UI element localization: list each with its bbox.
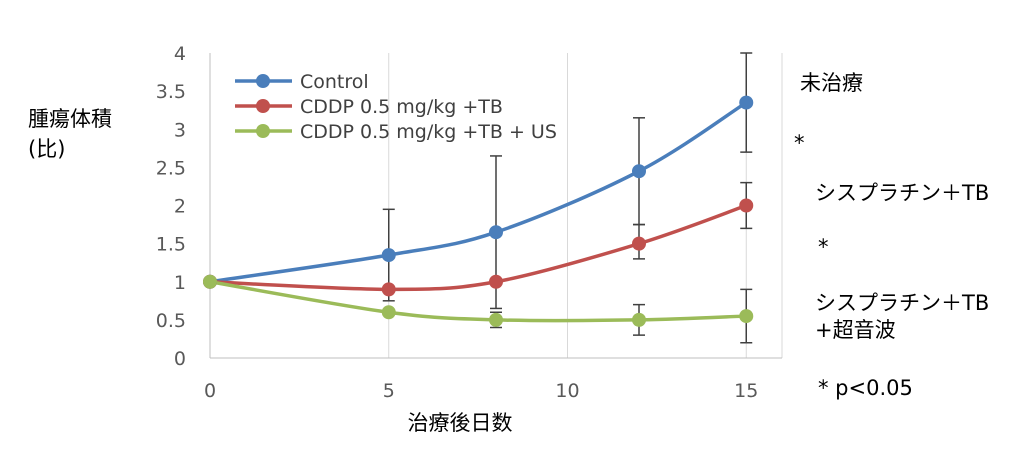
legend-entry: CDDP 0.5 mg/kg +TB + US (300, 121, 557, 143)
y-tick-label: 2 (174, 196, 186, 218)
annotation-significance-1: * (794, 131, 805, 155)
y-tick-label: 4 (174, 43, 186, 65)
annotation-untreated: 未治療 (800, 71, 863, 95)
x-tick-label: 5 (383, 380, 395, 402)
data-point (632, 164, 646, 179)
data-point (381, 248, 396, 263)
annotation-cisplatin-tb: シスプラチン＋TB (815, 181, 990, 205)
y-tick-label: 1 (174, 272, 186, 294)
legend-swatch-marker (256, 74, 270, 88)
axes (209, 53, 782, 359)
data-point (632, 236, 646, 251)
tick-labels: 0 0.5 1 1.5 2 2.5 3 3.5 4 0 5 10 15 (156, 43, 759, 402)
legend-entry: Control (300, 71, 369, 93)
data-point (381, 305, 396, 320)
x-axis-label: 治療後日数 (408, 411, 513, 435)
y-tick-label: 2.5 (156, 157, 186, 179)
y-tick-label: 3.5 (156, 81, 186, 103)
data-point (489, 274, 503, 289)
legend-entry: CDDP 0.5 mg/kg +TB (300, 96, 503, 118)
y-tick-label: 0 (174, 348, 186, 370)
legend-swatch-marker (256, 124, 270, 138)
data-point (489, 312, 503, 327)
data-point (739, 95, 754, 110)
y-axis-label-line1: 腫瘍体積 (28, 107, 112, 131)
y-tick-label: 3 (174, 119, 186, 141)
x-tick-label: 10 (555, 380, 579, 402)
data-point (203, 274, 217, 289)
data-point (739, 198, 754, 213)
x-tick-label: 0 (204, 380, 216, 402)
annotation-cisplatin-tb-us-line1: シスプラチン＋TB (815, 291, 990, 315)
y-axis-label-line2: (比) (28, 137, 65, 161)
annotation-cisplatin-tb-us-line2: +超音波 (815, 318, 896, 342)
data-point (381, 282, 396, 297)
annotation-p-value: * p<0.05 (818, 376, 913, 400)
x-tick-label: 15 (734, 380, 758, 402)
data-points (203, 95, 754, 327)
data-point (632, 312, 646, 327)
annotation-significance-2: * (818, 235, 829, 259)
legend: Control CDDP 0.5 mg/kg +TB CDDP 0.5 mg/kg … (235, 71, 557, 143)
y-tick-label: 1.5 (156, 234, 186, 256)
data-point (739, 309, 754, 324)
legend-swatch-marker (256, 99, 270, 113)
y-tick-label: 0.5 (156, 310, 186, 332)
series-line-1 (208, 203, 748, 292)
data-point (489, 225, 503, 240)
